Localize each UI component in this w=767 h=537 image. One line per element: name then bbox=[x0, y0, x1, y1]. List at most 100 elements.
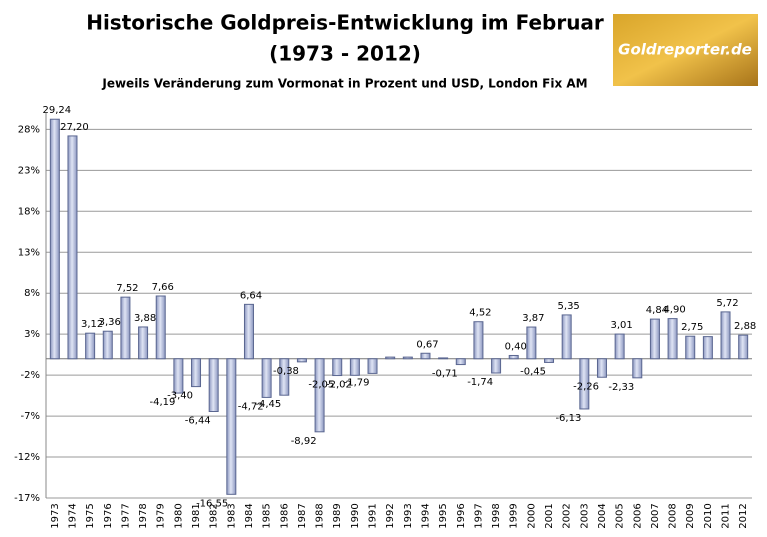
chart-subtitle: Jeweils Veränderung zum Vormonat in Proz… bbox=[101, 77, 587, 91]
bar bbox=[67, 135, 78, 360]
bar bbox=[279, 358, 290, 396]
value-label: -0,71 bbox=[432, 369, 458, 380]
bar bbox=[561, 314, 572, 360]
x-tick-label: 1975 bbox=[85, 503, 96, 528]
value-label: -1,79 bbox=[344, 377, 370, 388]
x-tick-label: 2000 bbox=[526, 503, 537, 528]
y-tick-label: 18% bbox=[18, 206, 40, 217]
value-label: -6,13 bbox=[555, 413, 581, 424]
bar bbox=[367, 358, 378, 374]
bar bbox=[491, 358, 502, 374]
bar bbox=[191, 358, 202, 388]
x-tick-label: 1984 bbox=[244, 503, 255, 528]
bar bbox=[420, 352, 431, 360]
bar bbox=[526, 326, 537, 360]
value-label: -2,33 bbox=[608, 382, 634, 393]
x-tick-label: 1995 bbox=[438, 503, 449, 528]
value-label: 4,90 bbox=[663, 305, 685, 316]
bar bbox=[579, 358, 590, 410]
x-tick-label: 1997 bbox=[473, 503, 484, 528]
bar bbox=[385, 356, 396, 360]
x-tick-label: 1979 bbox=[156, 503, 167, 528]
bar bbox=[208, 358, 219, 412]
x-tick-label: 1987 bbox=[297, 503, 308, 528]
bar bbox=[455, 358, 466, 366]
logo: Goldreporter.de bbox=[618, 41, 752, 59]
value-label: 27,20 bbox=[60, 122, 89, 133]
value-label: -4,19 bbox=[150, 397, 176, 408]
value-label: 2,88 bbox=[734, 321, 756, 332]
bar bbox=[226, 358, 237, 495]
value-label: 4,84 bbox=[646, 305, 668, 316]
y-tick-label: -7% bbox=[21, 411, 40, 422]
bar bbox=[596, 358, 607, 378]
bar bbox=[332, 358, 343, 377]
value-label: -16,55 bbox=[196, 498, 228, 509]
x-tick-label: 2002 bbox=[562, 503, 573, 528]
x-tick-label: 1988 bbox=[315, 503, 326, 528]
y-tick-label: -2% bbox=[21, 370, 40, 381]
x-tick-label: 1973 bbox=[50, 503, 61, 528]
bar bbox=[155, 295, 166, 360]
bar bbox=[120, 296, 131, 360]
value-label: -6,44 bbox=[185, 415, 211, 426]
value-label: -1,74 bbox=[467, 377, 493, 388]
bar bbox=[49, 118, 60, 360]
value-label: 2,75 bbox=[681, 322, 703, 333]
value-label: 29,24 bbox=[43, 105, 72, 116]
bar bbox=[173, 358, 184, 394]
value-label: 5,72 bbox=[716, 298, 738, 309]
bar bbox=[296, 358, 307, 363]
y-tick-label: 23% bbox=[18, 165, 40, 176]
chart-title: Historische Goldpreis-Entwicklung im Feb… bbox=[86, 11, 604, 35]
y-tick-label: 13% bbox=[18, 247, 40, 258]
logo-box bbox=[613, 14, 758, 86]
x-tick-label: 1981 bbox=[191, 503, 202, 528]
value-label: 3,88 bbox=[134, 313, 156, 324]
x-tick-label: 2011 bbox=[721, 503, 732, 528]
x-tick-label: 2009 bbox=[685, 503, 696, 528]
value-label: 3,87 bbox=[522, 313, 544, 324]
bar bbox=[243, 303, 254, 360]
value-label: 3,12 bbox=[81, 319, 103, 330]
bar bbox=[349, 358, 360, 376]
bar bbox=[314, 358, 325, 433]
x-tick-label: 2007 bbox=[650, 503, 661, 528]
y-tick-label: -12% bbox=[14, 452, 40, 463]
value-label: -0,45 bbox=[520, 366, 546, 377]
x-tick-label: 1986 bbox=[279, 503, 290, 528]
bar bbox=[720, 311, 731, 360]
bar bbox=[632, 358, 643, 379]
x-tick-label: 1993 bbox=[403, 503, 414, 528]
bar bbox=[614, 333, 625, 360]
y-tick-label: -17% bbox=[14, 493, 40, 504]
bar bbox=[685, 335, 696, 360]
x-tick-label: 1990 bbox=[350, 503, 361, 528]
value-label: 3,01 bbox=[610, 320, 632, 331]
x-tick-label: 1976 bbox=[103, 503, 114, 528]
value-label: 4,52 bbox=[469, 308, 491, 319]
y-tick-label: 3% bbox=[24, 329, 40, 340]
bar bbox=[544, 358, 555, 363]
x-tick-label: 1982 bbox=[209, 503, 220, 528]
y-tick-label: 28% bbox=[18, 124, 40, 135]
bar bbox=[649, 318, 660, 360]
value-label: -2,02 bbox=[326, 379, 352, 390]
value-label: 0,40 bbox=[505, 341, 527, 352]
value-label: 3,36 bbox=[99, 317, 121, 328]
x-tick-label: 2006 bbox=[632, 503, 643, 528]
value-label: -3,40 bbox=[167, 391, 193, 402]
x-tick-label: 2010 bbox=[703, 503, 714, 528]
value-label: 5,35 bbox=[558, 301, 580, 312]
bar bbox=[261, 358, 272, 398]
bar bbox=[138, 326, 149, 360]
value-label: 7,66 bbox=[152, 282, 174, 293]
bar bbox=[438, 357, 449, 360]
x-tick-label: 1989 bbox=[332, 503, 343, 528]
bar bbox=[508, 354, 519, 360]
value-label: -2,26 bbox=[573, 381, 599, 392]
x-tick-label: 1991 bbox=[368, 503, 379, 528]
chart-title-period: (1973 - 2012) bbox=[269, 42, 421, 66]
x-tick-label: 2001 bbox=[544, 503, 555, 528]
